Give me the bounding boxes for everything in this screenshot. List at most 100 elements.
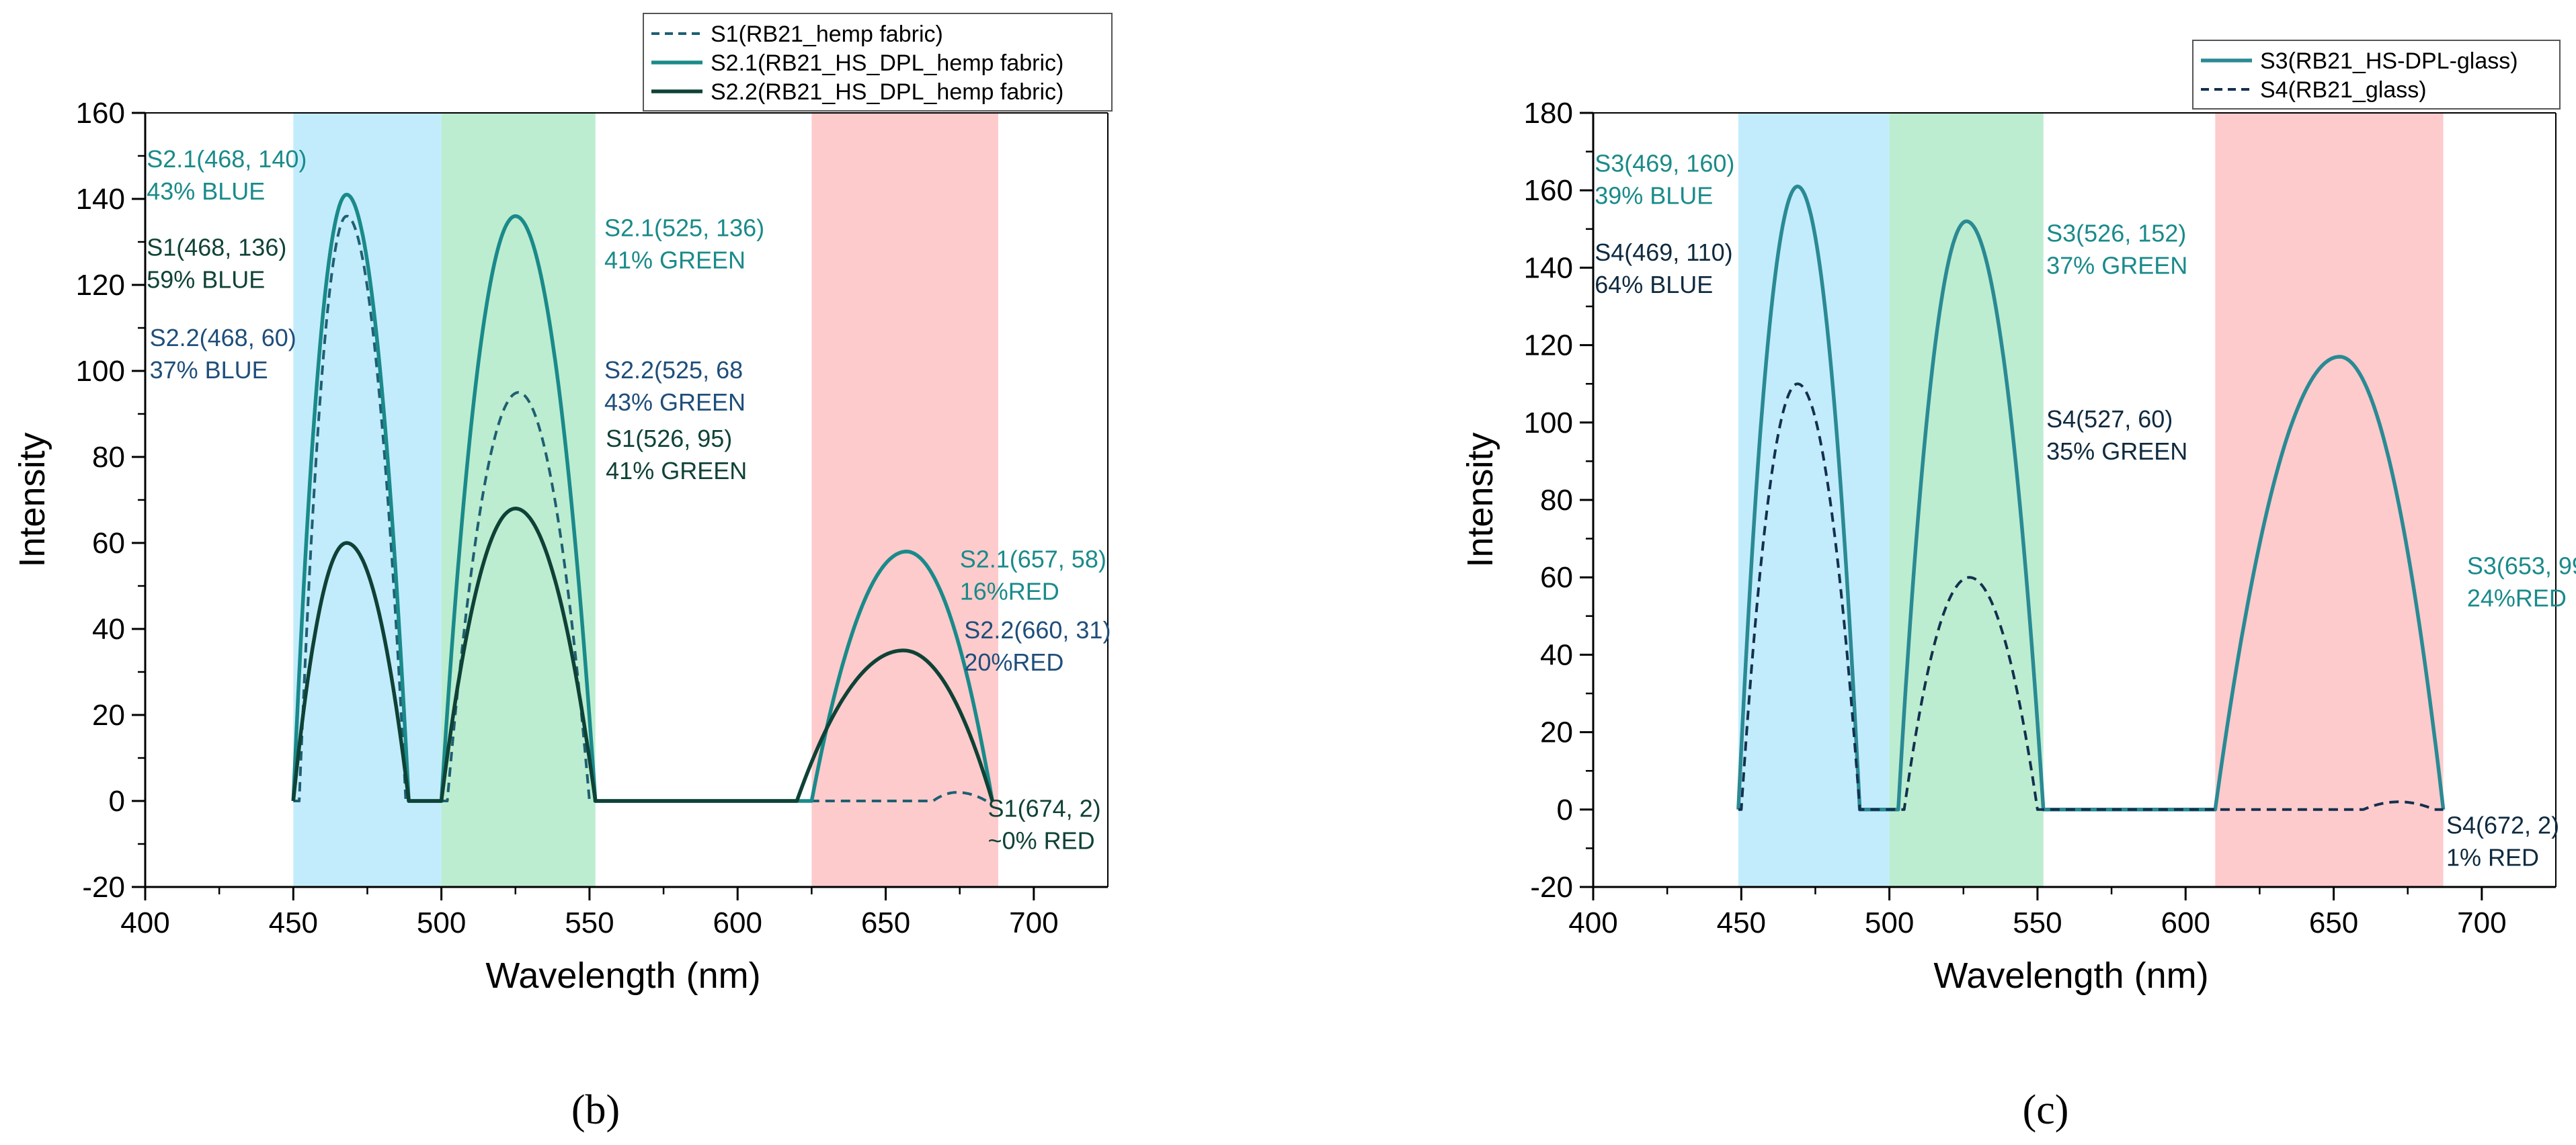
annotation-label: S2.1(657, 58) 16%RED [960,545,1106,605]
legend-entry: S1(RB21_hemp fabric) [711,22,943,47]
annotation-label: S4(469, 110) 64% BLUE [1595,239,1732,298]
annotation-line: 41% GREEN [604,247,746,274]
annotation-label: S2.2(468, 60) 37% BLUE [150,324,296,384]
legend-entry: S2.2(RB21_HS_DPL_hemp fabric) [711,79,1063,105]
x-tick-label: 600 [713,906,762,939]
annotation-label: S1(526, 95) 41% GREEN [606,425,747,484]
y-tick-label: 120 [76,269,125,302]
annotation-line: S2.1(657, 58) [960,545,1106,572]
x-tick-label: 500 [417,906,466,939]
annotation-line: S4(672, 2) [2446,812,2559,839]
annotation-line: 1% RED [2446,844,2539,872]
panel-label: (b) [571,1087,620,1133]
annotation-label: S3(526, 152) 37% GREEN [2046,219,2187,279]
annotation-line: ~0% RED [988,827,1095,855]
annotation-line: 64% BLUE [1595,271,1713,298]
legend-box [2192,40,2561,110]
y-tick-label: 80 [92,441,125,474]
x-axis-label: Wavelength (nm) [1933,956,2208,996]
legend-entry: S2.1(RB21_HS_DPL_hemp fabric) [711,50,1063,76]
annotation-line: 35% GREEN [2046,437,2187,465]
annotation-label: S3(469, 160) 39% BLUE [1595,150,1734,210]
annotation-label: S4(527, 60) 35% GREEN [2046,405,2187,465]
annotation-line: S4(469, 110) [1595,239,1732,266]
y-tick-label: 180 [1524,97,1573,130]
wavelength-band-0 [1738,113,1890,887]
annotation-line: 20%RED [964,648,1063,676]
y-tick-label: -20 [82,871,125,904]
x-tick-label: 450 [269,906,318,939]
y-tick-label: 40 [1540,638,1573,671]
annotation-line: S2.1(525, 136) [604,214,764,242]
legend-box [643,13,1113,112]
legend-entry: S3(RB21_HS-DPL-glass) [2260,48,2518,74]
annotation-line: S2.2(660, 31) [964,616,1111,644]
chart-panel-b: 400 450 500 550 600 650 700 -20 0 20 40 60 80 100 120 1… [12,13,1113,1133]
legend-entry: S4(RB21_glass) [2260,77,2427,103]
x-tick-label: 600 [2161,906,2210,939]
x-tick-label: 650 [2309,906,2358,939]
wavelength-band-2 [2215,113,2444,887]
annotation-label: S1(674, 2) ~0% RED [988,795,1101,855]
chart-panel-c: 400 450 500 550 600 650 700 -20 0 20 40 60 80 100 120 1… [1460,40,2576,1133]
annotation-line: 59% BLUE [147,265,265,293]
y-tick-label: 160 [1524,174,1573,207]
x-tick-label: 550 [2013,906,2062,939]
annotation-line: 41% GREEN [606,457,747,484]
annotation-line: S2.2(525, 68 [604,356,743,384]
x-tick-label: 500 [1865,906,1914,939]
annotation-label: S2.1(525, 136) 41% GREEN [604,214,764,274]
x-tick-label: 650 [861,906,910,939]
y-tick-label: 140 [1524,251,1573,284]
annotation-label: S2.1(468, 140) 43% BLUE [147,145,307,205]
y-tick-label: 100 [1524,407,1573,439]
y-tick-label: 40 [92,613,125,646]
annotation-line: S1(674, 2) [988,795,1101,822]
annotation-label: S2.2(660, 31) 20%RED [964,616,1111,676]
y-tick-label: 20 [92,699,125,732]
annotation-line: S2.2(468, 60) [150,324,296,351]
annotation-line: S2.1(468, 140) [147,145,307,173]
annotation-line: S4(527, 60) [2046,405,2173,433]
series-line-2 [291,507,994,803]
annotation-line: 37% BLUE [150,356,268,384]
y-axis-label: Intensity [1460,432,1500,567]
annotation-line: 39% BLUE [1595,182,1713,210]
x-tick-label: 550 [565,906,614,939]
y-tick-label: 0 [109,785,125,818]
y-tick-label: 80 [1540,484,1573,517]
annotation-label: S2.2(525, 68 43% GREEN [604,356,746,416]
annotation-label: S1(468, 136) 59% BLUE [147,233,286,293]
x-axis-label: Wavelength (nm) [485,956,760,996]
annotation-line: 43% GREEN [604,388,746,416]
x-tick-label: 400 [1568,906,1617,939]
x-tick-label: 400 [120,906,169,939]
annotation-line: S1(468, 136) [147,233,286,261]
y-tick-label: 60 [92,527,125,560]
annotation-line: S3(526, 152) [2046,219,2186,247]
annotation-line: 24%RED [2467,585,2567,612]
x-tick-label: 700 [2457,906,2506,939]
annotation-line: S3(469, 160) [1595,150,1734,177]
x-tick-label: 700 [1009,906,1058,939]
annotation-line: 37% GREEN [2046,251,2187,279]
y-tick-label: 20 [1540,716,1573,749]
annotation-line: 43% BLUE [147,177,265,205]
wavelength-band-2 [811,113,998,887]
series-line-0 [1736,184,2446,812]
wavelength-band-0 [293,113,442,887]
annotation-label: S4(672, 2) 1% RED [2446,812,2559,872]
panel-label: (c) [2023,1087,2069,1133]
x-tick-label: 450 [1717,906,1766,939]
y-tick-label: 160 [76,97,125,130]
y-tick-label: 120 [1524,329,1573,362]
y-tick-label: -20 [1530,871,1573,904]
y-tick-label: 0 [1557,794,1573,826]
y-tick-label: 60 [1540,561,1573,594]
y-tick-label: 140 [76,183,125,216]
annotation-label: S3(653, 99) 24%RED [2467,552,2576,612]
annotation-line: S3(653, 99) [2467,552,2576,580]
y-tick-label: 100 [76,355,125,388]
annotation-line: S1(526, 95) [606,425,732,452]
